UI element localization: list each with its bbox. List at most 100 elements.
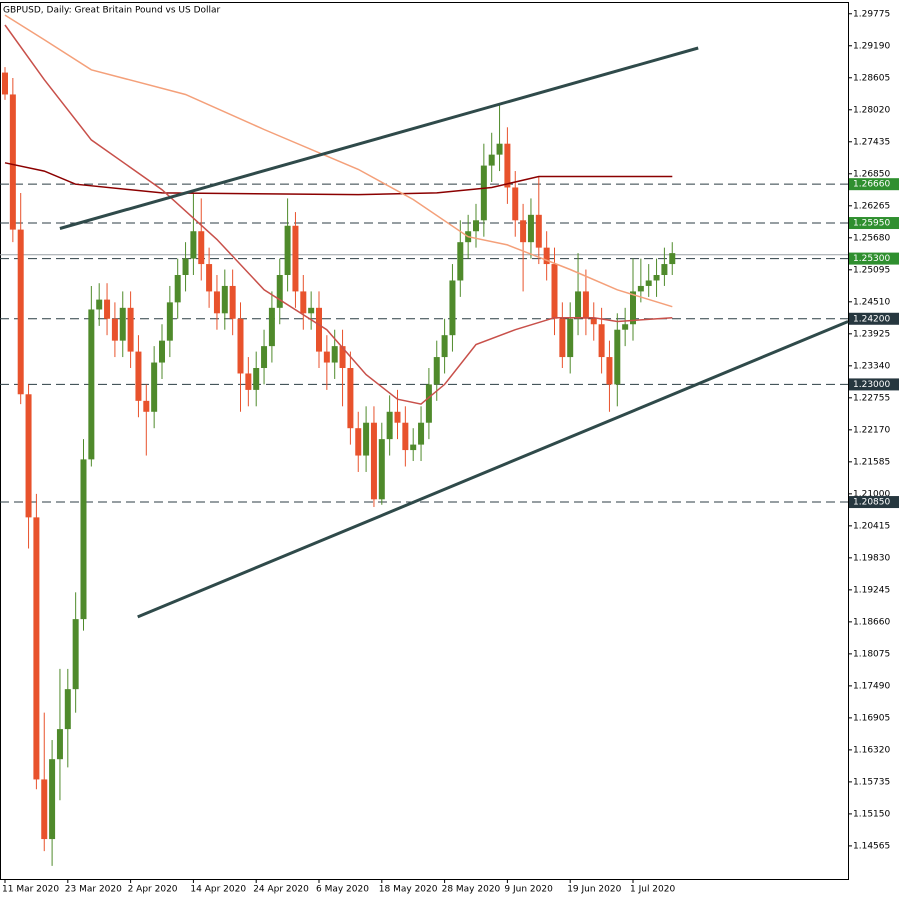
y-tick-label: 1.18660 [853, 617, 890, 627]
candle-body [606, 357, 613, 385]
candle-body [669, 253, 676, 265]
candle-body [441, 335, 448, 358]
candle-body [143, 400, 150, 412]
candle-body [425, 384, 432, 423]
candle-body [433, 357, 440, 385]
candle-body [245, 373, 252, 390]
candle-body [535, 214, 542, 248]
y-tick-label: 1.19830 [853, 553, 890, 563]
candle-body [237, 318, 244, 374]
candle-body [2, 72, 8, 95]
x-tick-label: 28 May 2020 [442, 885, 501, 895]
candle-body [9, 94, 16, 230]
candle-body [206, 264, 213, 292]
x-tick-label: 11 Mar 2020 [2, 885, 59, 895]
x-tick-label: 9 Jun 2020 [504, 885, 553, 895]
x-tick-label: 14 Apr 2020 [190, 885, 246, 895]
level-label: 1.25300 [853, 254, 890, 264]
candle-body [512, 187, 519, 221]
y-tick-label: 1.25095 [853, 265, 890, 275]
candle-body [543, 247, 550, 265]
candle-body [292, 225, 299, 292]
y-tick-label: 1.17490 [853, 681, 890, 691]
candle-body [394, 411, 401, 423]
candle-body [488, 154, 495, 166]
candle-body [56, 729, 63, 760]
candle-body [410, 444, 417, 451]
moving-average [4, 162, 673, 196]
y-tick-label: 1.16320 [853, 745, 890, 755]
candle-body [402, 422, 409, 451]
y-tick-label: 1.24510 [853, 297, 890, 307]
candle-body [504, 143, 511, 188]
level-label: 1.24200 [853, 314, 890, 324]
candle-body [614, 329, 621, 385]
candle-body [520, 220, 527, 243]
y-tick-label: 1.22170 [853, 425, 890, 435]
candle-body [567, 318, 574, 358]
chart-title: GBPUSD, Daily: Great Britain Pound vs US… [3, 6, 221, 16]
candle-body [88, 309, 95, 460]
candle-body [598, 324, 605, 358]
candle-body [323, 351, 330, 363]
candle-body [300, 291, 307, 314]
x-tick-label: 23 Mar 2020 [65, 885, 122, 895]
x-tick-label: 6 May 2020 [316, 885, 369, 895]
trend-line [59, 46, 699, 230]
candle-body [386, 411, 393, 440]
candle-body [104, 299, 111, 319]
candle-body [363, 422, 370, 456]
candle-body [449, 280, 456, 336]
candle-body [182, 258, 189, 276]
candle-body [527, 214, 534, 243]
y-tick-label: 1.20415 [853, 521, 890, 531]
candle-body [496, 143, 503, 155]
candle-body [308, 307, 315, 314]
candle-body [49, 759, 56, 840]
candle-body [127, 307, 134, 352]
candle-body [221, 285, 228, 314]
candle-body [268, 307, 275, 347]
level-label-box [849, 312, 899, 325]
y-tick-label: 1.16905 [853, 713, 890, 723]
candle-body [653, 275, 660, 281]
x-tick-label: 1 Jul 2020 [630, 885, 675, 895]
x-tick-label: 18 May 2020 [379, 885, 438, 895]
level-label-box [849, 496, 899, 509]
y-tick-label: 1.19245 [853, 585, 890, 595]
candle-body [261, 346, 268, 369]
level-label-box [849, 378, 899, 391]
candle-body [174, 275, 181, 303]
y-tick-label: 1.14565 [853, 841, 890, 851]
y-tick-label: 1.29775 [853, 9, 890, 19]
candle-body [213, 291, 220, 314]
candle-body [25, 394, 32, 518]
y-tick-label: 1.25680 [853, 233, 890, 243]
candle-body [111, 318, 118, 341]
candle-body [72, 619, 79, 690]
candle-body [331, 346, 338, 363]
level-label: 1.23000 [853, 380, 890, 390]
level-label-box [849, 178, 899, 191]
level-label-box [849, 252, 899, 265]
y-tick-label: 1.29190 [853, 41, 890, 51]
y-tick-label: 1.28605 [853, 73, 890, 83]
moving-average [4, 14, 673, 308]
y-tick-label: 1.23925 [853, 329, 890, 339]
candle-body [630, 291, 636, 325]
candle-body [480, 165, 487, 221]
y-tick-label: 1.26850 [853, 169, 890, 179]
y-tick-label: 1.28020 [853, 105, 890, 115]
candle-body [276, 275, 283, 308]
level-label-box [849, 217, 899, 230]
y-tick-label: 1.23340 [853, 361, 890, 371]
candle-body [622, 324, 629, 330]
moving-average [4, 24, 673, 405]
candle-body [661, 264, 668, 276]
trend-line [137, 320, 849, 619]
candle-body [41, 779, 48, 840]
candle-body [339, 346, 346, 369]
candle-body [229, 285, 236, 319]
x-tick-label: 2 Apr 2020 [128, 885, 178, 895]
